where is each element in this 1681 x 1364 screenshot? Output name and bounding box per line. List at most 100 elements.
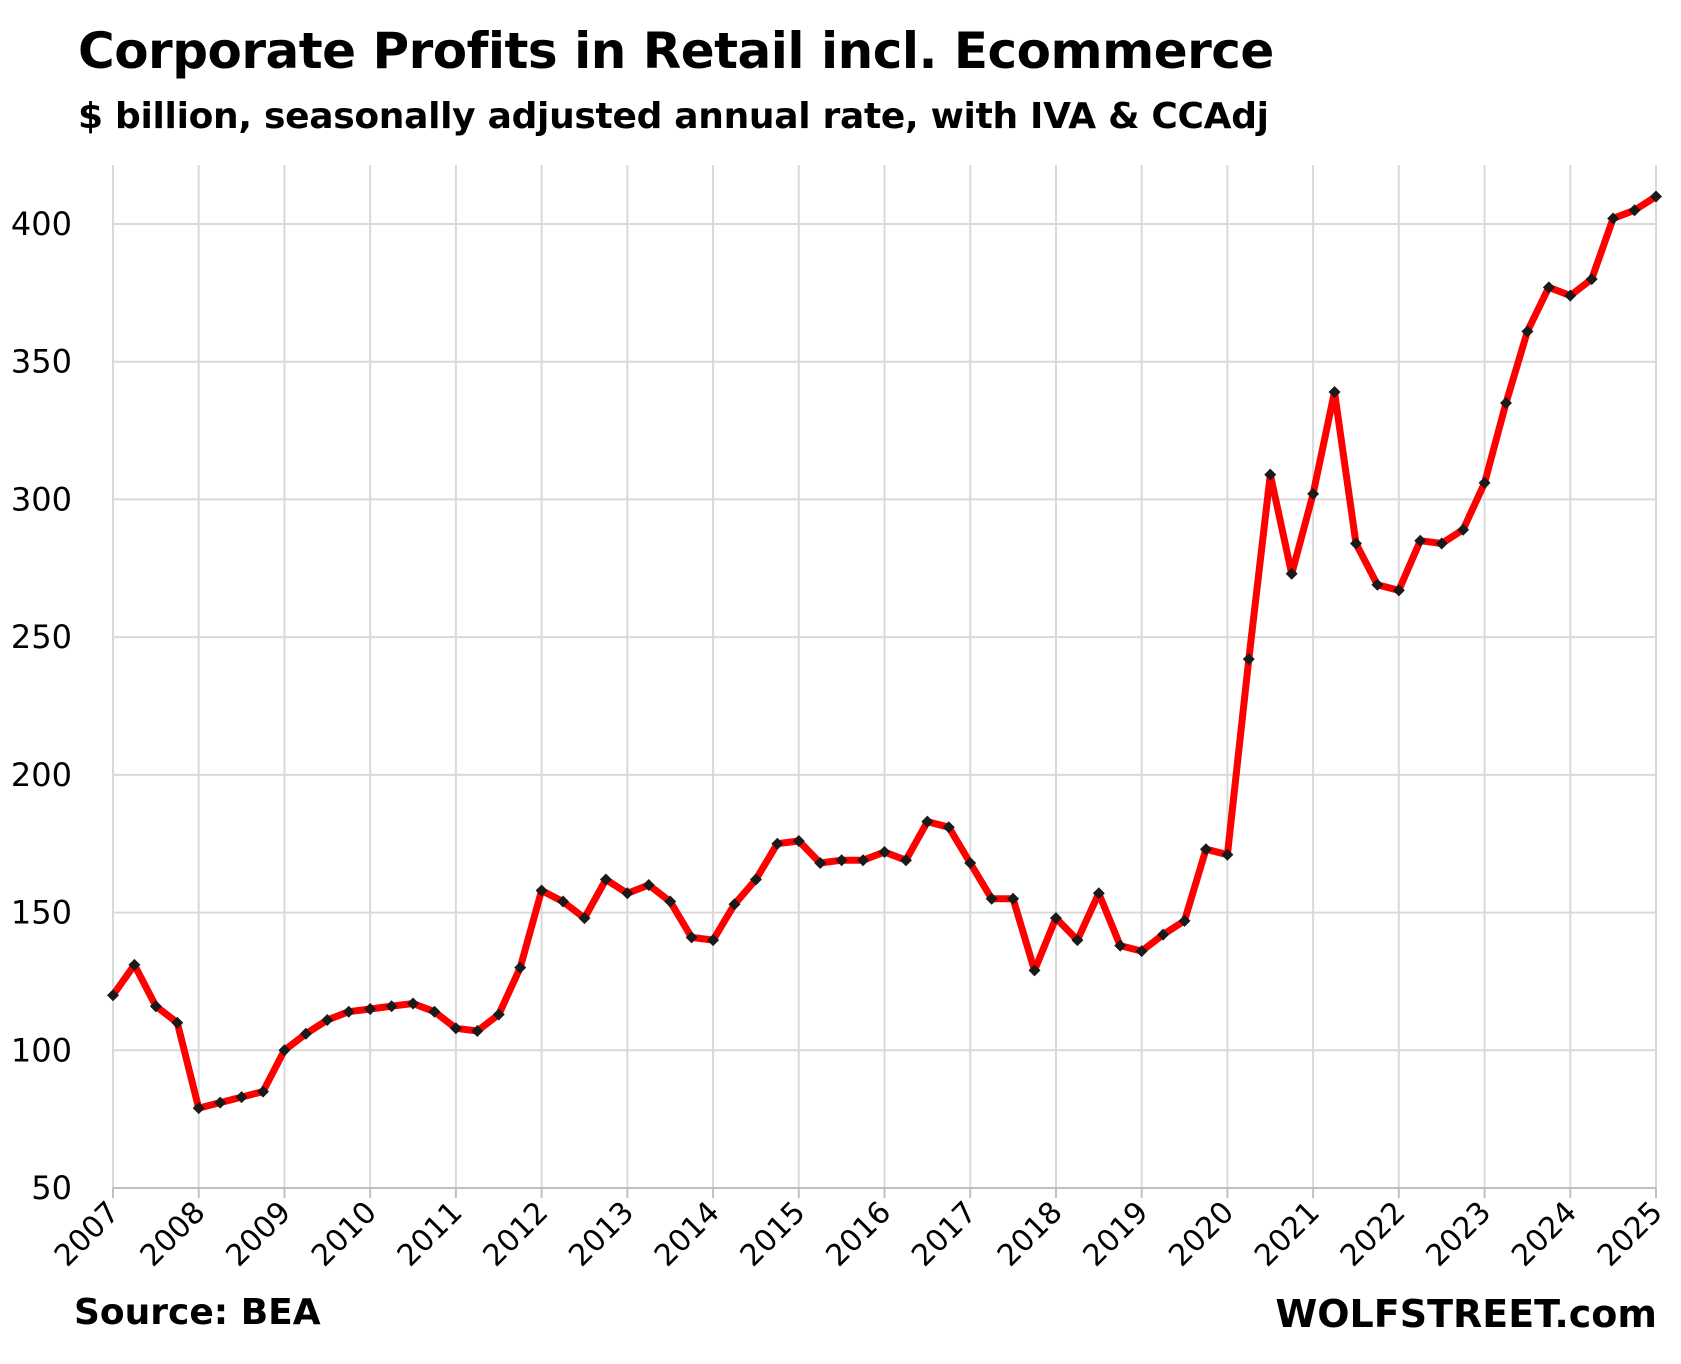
data-point <box>299 1027 312 1040</box>
data-point <box>364 1002 377 1015</box>
x-tick-label: 2021 <box>1248 1195 1327 1274</box>
source-note: Source: BEA <box>74 1292 321 1333</box>
data-point <box>149 1000 162 1013</box>
data-point <box>1242 653 1255 666</box>
data-point <box>1199 843 1212 856</box>
data-point <box>857 854 870 867</box>
x-tick-label: 2012 <box>477 1195 556 1274</box>
data-point <box>599 873 612 886</box>
x-tick-label: 2020 <box>1162 1195 1241 1274</box>
data-point <box>235 1091 248 1104</box>
data-point <box>1007 892 1020 905</box>
data-point <box>1650 190 1662 203</box>
data-point <box>985 892 998 905</box>
data-point <box>449 1022 462 1035</box>
data-point <box>1285 567 1298 580</box>
brand-footer: WOLFSTREET.com <box>1275 1292 1657 1336</box>
data-point <box>278 1044 291 1057</box>
data-point <box>578 912 591 925</box>
data-point <box>1092 887 1105 900</box>
data-point <box>1457 523 1470 536</box>
y-tick-label: 200 <box>11 756 72 794</box>
data-point <box>1349 537 1362 550</box>
data-point <box>407 997 420 1010</box>
data-point <box>128 958 141 971</box>
data-point <box>1435 537 1448 550</box>
data-point <box>942 821 955 834</box>
data-point <box>342 1005 355 1018</box>
data-point <box>771 837 784 850</box>
y-tick-label: 300 <box>11 480 72 518</box>
data-point <box>1071 934 1084 947</box>
data-point <box>728 898 741 911</box>
data-point <box>192 1102 205 1115</box>
data-point <box>749 873 762 886</box>
data-point <box>1114 939 1127 952</box>
data-point <box>1371 578 1384 591</box>
chart-subtitle: $ billion, seasonally adjusted annual ra… <box>78 96 1269 137</box>
data-point <box>1414 534 1427 547</box>
data-point <box>1049 912 1062 925</box>
chart-title: Corporate Profits in Retail incl. Ecomme… <box>78 22 1274 80</box>
data-point <box>878 845 891 858</box>
x-tick-label: 2015 <box>734 1195 813 1274</box>
data-point <box>964 856 977 869</box>
x-tick-label: 2019 <box>1077 1195 1156 1274</box>
data-point <box>535 884 548 897</box>
y-tick-label: 250 <box>11 618 72 656</box>
data-point <box>664 895 677 908</box>
data-point <box>214 1096 227 1109</box>
y-tick-label: 400 <box>11 205 72 243</box>
data-point <box>1521 325 1534 338</box>
data-point <box>1135 945 1148 958</box>
data-point <box>385 1000 398 1013</box>
data-point <box>835 854 848 867</box>
data-point <box>921 815 934 828</box>
data-point <box>1585 273 1598 286</box>
data-point <box>321 1013 334 1026</box>
x-tick-label: 2018 <box>991 1195 1070 1274</box>
x-tick-label: 2016 <box>819 1195 898 1274</box>
data-point <box>171 1016 184 1029</box>
data-point <box>557 895 570 908</box>
data-point <box>1028 964 1041 977</box>
data-point <box>814 856 827 869</box>
data-point <box>428 1005 441 1018</box>
data-point <box>1499 397 1512 410</box>
data-point <box>642 879 655 892</box>
y-tick-label: 100 <box>11 1031 72 1069</box>
data-point <box>621 887 634 900</box>
grid-lines <box>112 165 1657 1198</box>
x-tick-label: 2010 <box>305 1195 384 1274</box>
x-tick-label: 2024 <box>1505 1195 1584 1274</box>
data-point <box>1221 848 1234 861</box>
data-point <box>1564 289 1577 302</box>
line-chart: 50 100 150 200 250 300 350 400 2007 2008 2009 2010… <box>11 165 1670 1274</box>
data-point <box>471 1025 484 1038</box>
x-tick-label: 2017 <box>905 1195 984 1274</box>
data-point <box>257 1085 270 1098</box>
data-point <box>1157 928 1170 941</box>
x-tick-label: 2011 <box>391 1195 470 1274</box>
x-tick-label: 2009 <box>219 1195 298 1274</box>
y-axis-ticks: 50 100 150 200 250 300 350 400 <box>11 205 72 1207</box>
x-tick-label: 2014 <box>648 1195 727 1274</box>
data-point <box>1542 281 1555 294</box>
data-point <box>1307 487 1320 500</box>
y-tick-label: 150 <box>11 894 72 932</box>
y-tick-label: 350 <box>11 343 72 381</box>
series-markers <box>107 190 1662 1115</box>
x-tick-label: 2013 <box>562 1195 641 1274</box>
data-point <box>107 989 119 1002</box>
x-axis-ticks: 2007 2008 2009 2010 2011 2012 2013 2014 2015 2016… <box>48 1195 1670 1274</box>
data-point <box>1392 584 1405 597</box>
data-point <box>1328 386 1341 399</box>
data-point <box>899 854 912 867</box>
data-point <box>1478 476 1491 489</box>
data-point <box>1178 914 1191 927</box>
x-tick-label: 2023 <box>1419 1195 1498 1274</box>
x-tick-label: 2025 <box>1591 1195 1670 1274</box>
data-point <box>1628 204 1641 217</box>
data-point <box>685 931 698 944</box>
data-point <box>514 961 527 974</box>
